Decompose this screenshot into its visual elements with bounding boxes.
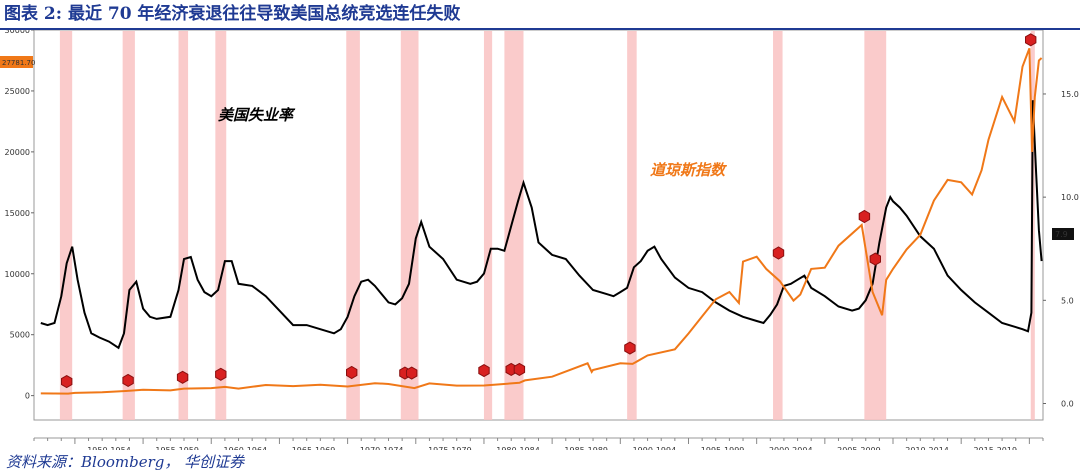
left-axis-tick-label: 25000 xyxy=(5,87,30,96)
election-marker xyxy=(346,365,358,380)
x-axis-tick-label: 1970-1974 xyxy=(360,446,404,450)
x-axis-tick-label: 1965-1969 xyxy=(292,446,336,450)
unemployment-line xyxy=(40,100,1043,350)
election-marker xyxy=(478,364,490,378)
right-axis-tick-label: 15.0 xyxy=(1061,90,1079,99)
election-marker xyxy=(122,373,134,387)
election-marker xyxy=(1025,33,1037,47)
election-marker xyxy=(406,366,418,380)
last-value-right-badge: 7.9 xyxy=(1052,228,1074,240)
dow-annotation: 道琼斯指数 xyxy=(650,161,728,179)
right-axis-tick-label: 0.0 xyxy=(1061,399,1074,408)
recession-band xyxy=(59,31,73,420)
x-axis-tick-label: 1990-1994 xyxy=(633,446,677,450)
x-axis-tick-label: 1985-1989 xyxy=(564,446,608,450)
recession-band xyxy=(346,31,360,420)
left-axis: 0 5000 10000 15000 20000 25000 30000 xyxy=(5,30,34,401)
recession-bands xyxy=(59,31,1035,420)
recession-band xyxy=(504,31,524,420)
last-value-left: 27781.70 xyxy=(2,59,35,67)
title-underline xyxy=(0,28,1080,30)
last-value-left-badge: 27781.70 xyxy=(0,56,35,68)
dow-jones-line xyxy=(40,47,1043,395)
election-marker xyxy=(61,375,73,389)
recession-band xyxy=(627,31,637,420)
recession-band xyxy=(864,31,887,420)
recession-band xyxy=(773,31,783,420)
election-marker xyxy=(858,209,871,224)
right-axis: 0.0 5.0 10.0 15.0 xyxy=(1043,90,1079,408)
left-axis-tick-label: 15000 xyxy=(5,209,30,218)
right-axis-tick-label: 5.0 xyxy=(1061,296,1074,305)
x-axis-tick-label: 1960-1964 xyxy=(224,446,268,450)
last-value-right: 7.9 xyxy=(1055,230,1068,239)
left-axis-tick-label: 10000 xyxy=(5,270,30,279)
left-axis-tick-label: 0 xyxy=(25,392,30,401)
x-axis-tick-label: 1950-1954 xyxy=(87,446,131,450)
chart-canvas: 0 5000 10000 15000 20000 25000 30000 0.0 5.0 10.… xyxy=(0,30,1079,450)
recession-band xyxy=(400,31,419,420)
recession-band xyxy=(122,31,135,420)
chart-title: 图表 2: 最近 70 年经济衰退往往导致美国总统竞选连任失败 xyxy=(4,4,461,24)
x-axis-tick-label: 2000-2004 xyxy=(769,446,813,450)
x-axis-tick-label: 1980-1984 xyxy=(496,446,540,450)
x-axis-tick-label: 2015-2019 xyxy=(973,446,1017,450)
source-note: 资料来源：Bloomberg， 华创证券 xyxy=(6,453,245,471)
recession-band xyxy=(215,31,227,420)
election-marker xyxy=(869,252,881,266)
x-axis-tick-label: 1995-1999 xyxy=(701,446,745,450)
plot-frame xyxy=(33,30,1044,421)
x-axis-tick-label: 2005-2009 xyxy=(837,446,881,450)
election-markers xyxy=(61,33,1037,389)
left-axis-tick-label: 5000 xyxy=(10,331,30,340)
x-axis-tick-label: 1955-1959 xyxy=(155,446,199,450)
x-axis-tick-label: 1975-1979 xyxy=(428,446,472,450)
left-axis-tick-label: 30000 xyxy=(5,30,30,35)
unemployment-annotation: 美国失业率 xyxy=(218,106,296,124)
x-axis: 1950-1954 1955-1959 1960-1964 1965-1969 1970… xyxy=(33,437,1044,450)
election-marker xyxy=(772,246,785,260)
recession-band xyxy=(483,31,493,420)
election-marker xyxy=(215,367,227,381)
left-axis-tick-label: 20000 xyxy=(5,148,30,157)
election-marker xyxy=(176,370,189,384)
recession-band xyxy=(178,31,189,420)
election-marker xyxy=(513,362,526,376)
x-axis-tick-label: 2010-2014 xyxy=(905,446,949,450)
right-axis-tick-label: 10.0 xyxy=(1061,193,1079,202)
election-marker xyxy=(624,341,636,355)
